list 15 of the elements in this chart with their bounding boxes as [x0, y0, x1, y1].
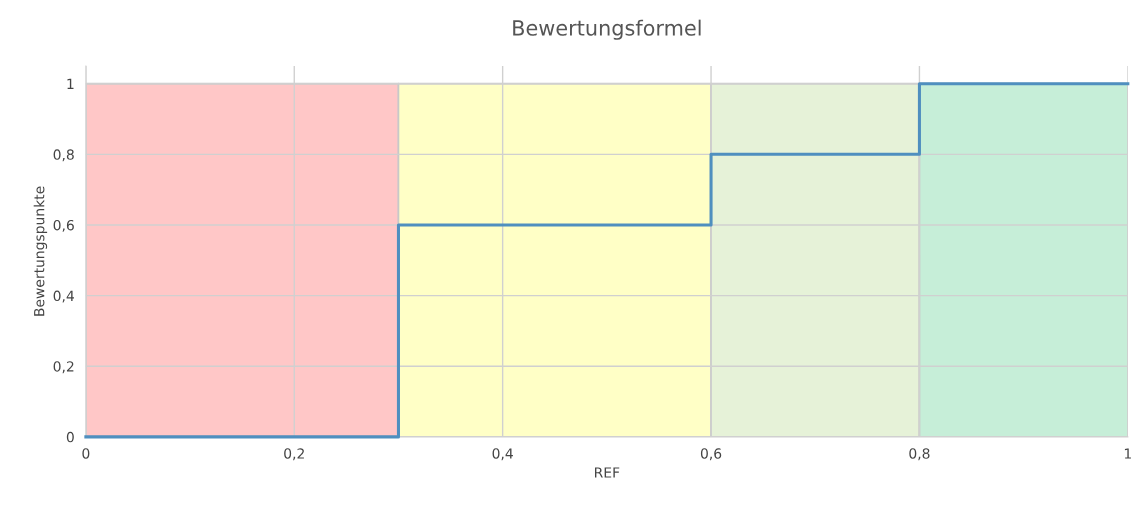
x-tick-label: 0: [82, 448, 90, 459]
chart-title: Bewertungsformel: [513, 19, 701, 40]
x-tick-label: 0,6: [700, 448, 722, 461]
x-axis-title: REF: [595, 467, 620, 478]
x-tick-label: 0,8: [909, 448, 930, 461]
y-tick-label: 0,8: [53, 149, 74, 162]
y-tick-label: 0,4: [53, 290, 74, 303]
y-tick-label: 0,6: [53, 219, 74, 232]
y-tick-label: 1: [67, 78, 74, 89]
x-tick-label: 1: [1124, 448, 1131, 459]
y-tick-label: 0: [66, 431, 74, 443]
y-tick-label: 0,2: [53, 361, 74, 374]
x-tick-label: 0,2: [284, 448, 304, 461]
x-tick-label: 0,4: [492, 448, 513, 461]
y-axis-title: Bewertungspunkte: [33, 186, 48, 316]
